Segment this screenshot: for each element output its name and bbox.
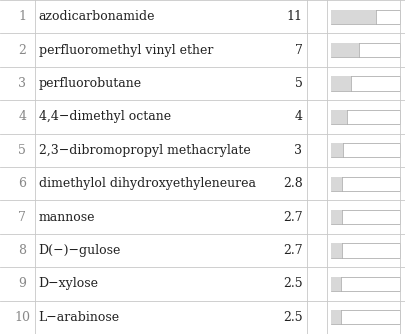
Text: azodicarbonamide: azodicarbonamide [38,10,155,23]
Text: dimethylol dihydroxyethyleneurea: dimethylol dihydroxyethyleneurea [38,177,255,190]
Text: 1: 1 [18,10,26,23]
Text: perfluorobutane: perfluorobutane [38,77,141,90]
Text: 2.8: 2.8 [282,177,302,190]
Bar [330,177,399,191]
Text: 7: 7 [294,44,302,56]
Text: 5: 5 [294,77,302,90]
Bar [330,277,399,291]
Text: 4: 4 [294,111,302,123]
Text: D−xylose: D−xylose [38,278,98,290]
Text: 4,4−dimethyl octane: 4,4−dimethyl octane [38,111,170,123]
Text: L−arabinose: L−arabinose [38,311,119,324]
Bar [330,110,346,124]
Text: 10: 10 [14,311,30,324]
Bar [330,310,340,324]
Text: D(−)−gulose: D(−)−gulose [38,244,121,257]
Text: 3: 3 [294,144,302,157]
Bar [330,310,399,324]
Text: mannose: mannose [38,211,95,223]
Text: 2,3−dibromopropyl methacrylate: 2,3−dibromopropyl methacrylate [38,144,250,157]
Text: 2: 2 [18,44,26,56]
Bar [330,177,341,191]
Text: 7: 7 [18,211,26,223]
Text: perfluoromethyl vinyl ether: perfluoromethyl vinyl ether [38,44,212,56]
Text: 3: 3 [18,77,26,90]
Bar [330,210,341,224]
Bar [330,76,399,91]
Bar [330,143,342,157]
Text: 9: 9 [18,278,26,290]
Text: 5: 5 [18,144,26,157]
Bar [330,243,341,258]
Text: 6: 6 [18,177,26,190]
Text: 2.7: 2.7 [282,211,302,223]
Bar [330,110,399,124]
Bar [330,76,350,91]
Bar [330,243,399,258]
Text: 2.7: 2.7 [282,244,302,257]
Text: 8: 8 [18,244,26,257]
Text: 2.5: 2.5 [282,278,302,290]
Bar [330,10,375,24]
Bar [330,277,340,291]
Text: 4: 4 [18,111,26,123]
Bar [330,210,399,224]
Bar [330,43,358,57]
Text: 2.5: 2.5 [282,311,302,324]
Bar [330,43,399,57]
Bar [330,10,399,24]
Text: 11: 11 [286,10,302,23]
Bar [330,143,399,157]
